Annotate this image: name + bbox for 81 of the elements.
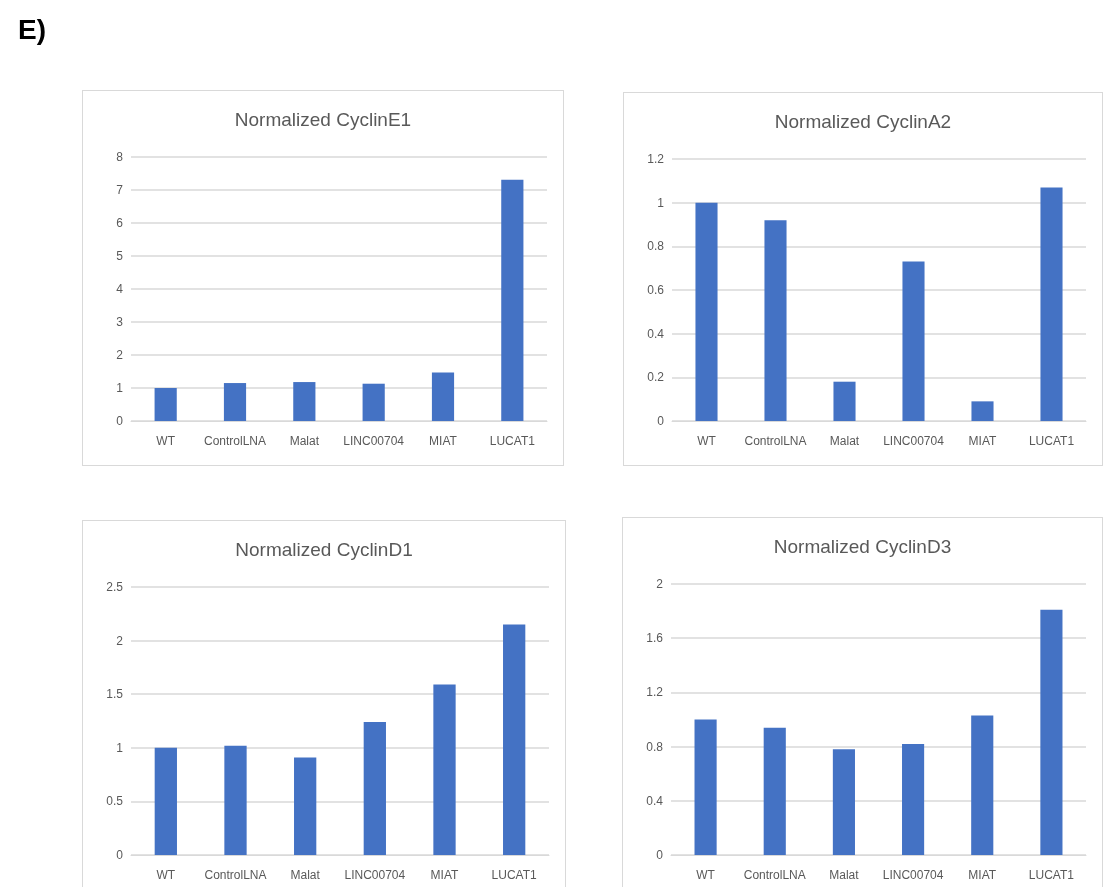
y-tick-label: 1 (116, 381, 124, 395)
x-tick-label: WT (156, 434, 176, 448)
chart-title: Normalized CyclinA2 (774, 111, 952, 132)
x-tick-label: LINC00704 (343, 434, 405, 448)
x-tick-label: LINC00704 (883, 434, 945, 448)
bar (971, 715, 994, 855)
bar (971, 401, 994, 421)
bar (154, 388, 177, 421)
y-tick-label: 0.6 (647, 283, 665, 297)
y-tick-label: 4 (116, 282, 124, 296)
bar (154, 747, 177, 855)
x-tick-label: MIAT (430, 868, 460, 882)
x-tick-label: Malat (290, 868, 321, 882)
y-tick-label: 0.5 (106, 794, 124, 809)
y-tick-label: 1 (116, 740, 124, 755)
bar (503, 624, 526, 855)
x-tick-label: ControlLNA (204, 868, 267, 882)
y-tick-label: 0.8 (646, 739, 664, 754)
x-tick-label: LUCAT1 (491, 868, 538, 882)
bar (833, 381, 856, 421)
x-tick-label: LINC00704 (882, 868, 944, 882)
y-tick-label: 2 (116, 348, 124, 362)
y-tick-label: 0 (116, 414, 124, 428)
bar (431, 372, 455, 421)
y-tick-label: 1.5 (106, 687, 124, 702)
bar (764, 220, 787, 421)
x-tick-label: LINC00704 (344, 868, 406, 882)
y-tick-label: 7 (116, 183, 124, 197)
y-tick-label: 5 (116, 249, 124, 263)
chart-title: Normalized CyclinD3 (773, 536, 952, 557)
bar (695, 202, 718, 421)
x-tick-label: Malat (289, 434, 320, 448)
y-tick-label: 0 (657, 414, 665, 428)
bar (362, 383, 385, 421)
bar (832, 749, 855, 855)
y-tick-label: 0.2 (647, 370, 665, 385)
x-tick-label: Malat (829, 434, 860, 448)
y-tick-label: 0.4 (647, 326, 665, 341)
bar (293, 382, 316, 421)
text: E) (18, 14, 46, 46)
y-tick-label: 2.5 (106, 580, 124, 594)
bar (501, 179, 524, 421)
x-tick-label: WT (696, 868, 716, 882)
y-tick-label: 1 (657, 195, 665, 210)
chart-title: Normalized CyclinE1 (234, 109, 412, 130)
x-tick-label: ControlLNA (744, 434, 807, 448)
x-tick-label: MIAT (429, 434, 458, 448)
y-tick-label: 0.4 (646, 793, 664, 808)
x-tick-label: MIAT (968, 434, 998, 448)
bar (224, 745, 247, 855)
chart-title: Normalized CyclinD1 (235, 539, 413, 560)
y-tick-label: 8 (116, 150, 124, 164)
x-tick-label: MIAT (968, 868, 997, 882)
bar (902, 743, 925, 855)
y-tick-label: 0 (656, 848, 664, 862)
bar (363, 722, 386, 855)
y-tick-label: 0.8 (647, 239, 665, 254)
y-tick-label: 1.2 (647, 152, 665, 166)
y-tick-label: 2 (116, 633, 124, 648)
x-tick-label: Malat (829, 868, 860, 882)
bar (694, 719, 717, 855)
y-tick-label: 2 (656, 577, 664, 591)
y-tick-label: 1.2 (646, 685, 664, 700)
y-tick-label: 0 (116, 848, 124, 862)
y-tick-label: 1.6 (646, 631, 664, 646)
bar (763, 727, 786, 855)
bar (902, 261, 925, 421)
x-tick-label: LUCAT1 (1028, 434, 1075, 448)
x-tick-label: ControlLNA (743, 868, 806, 882)
bar (223, 383, 247, 421)
x-tick-label: LUCAT1 (1028, 868, 1075, 882)
y-tick-label: 6 (116, 216, 124, 230)
bar (294, 757, 317, 855)
x-tick-label: WT (156, 868, 176, 882)
x-tick-label: ControlLNA (203, 434, 267, 448)
bar (1040, 609, 1063, 855)
x-tick-label: LUCAT1 (489, 434, 536, 448)
x-tick-label: WT (697, 434, 717, 448)
y-tick-label: 3 (116, 315, 124, 329)
bar (433, 684, 456, 855)
bar (1040, 187, 1063, 421)
